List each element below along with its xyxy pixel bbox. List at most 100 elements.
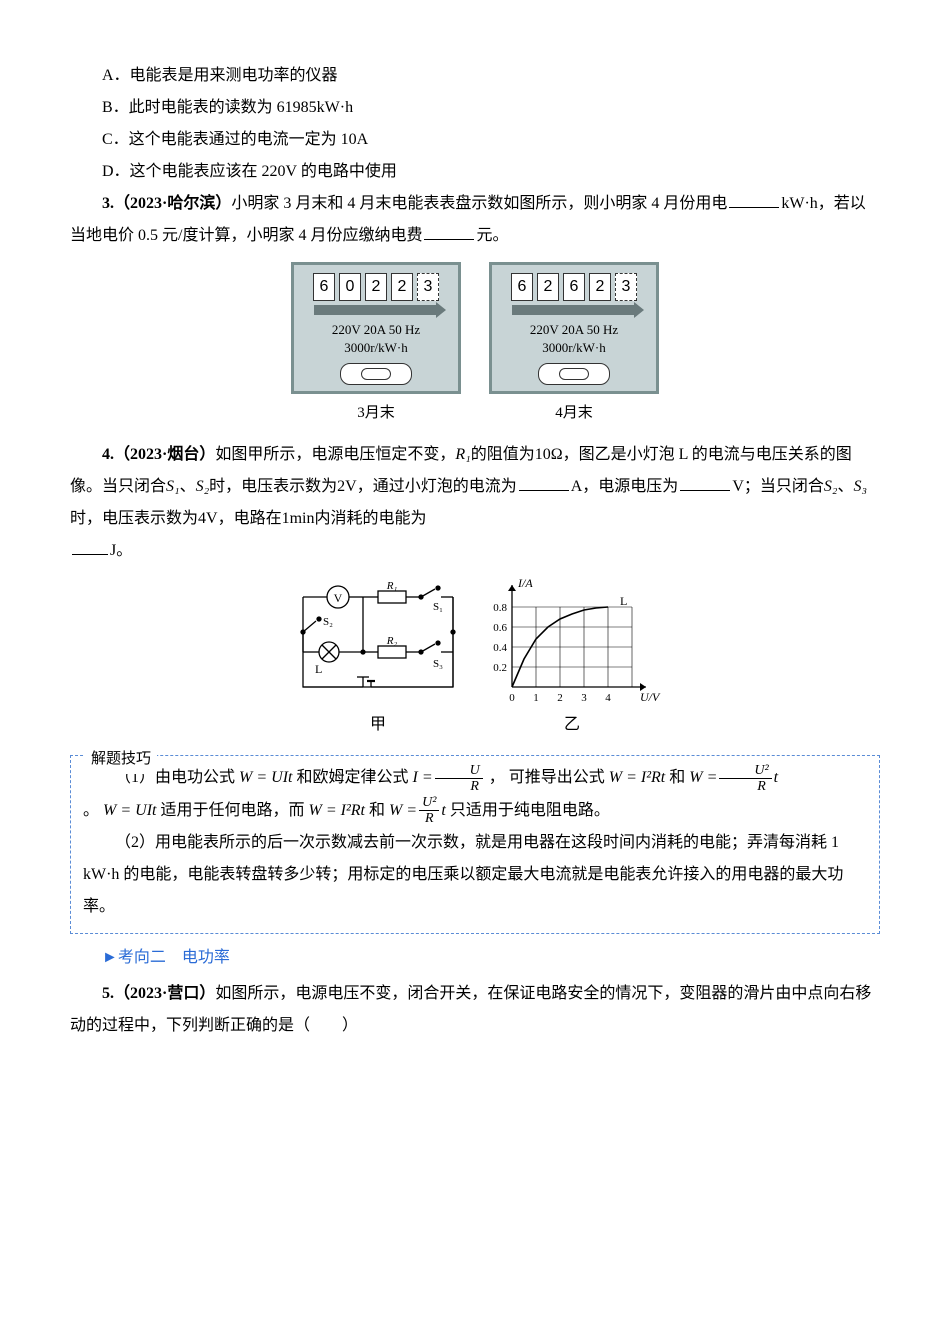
meter1-label: 3月末 (279, 398, 473, 428)
meter2-d1: 6 (511, 273, 533, 301)
svg-text:S₁: S₁ (433, 601, 443, 613)
q4-t4: A，电源电压为 (571, 478, 679, 495)
svg-text:2: 2 (557, 692, 563, 704)
meter1-arrow (314, 305, 438, 315)
tips-title: 解题技巧 (85, 744, 157, 774)
meter1-disc (340, 363, 412, 385)
svg-text:L: L (315, 662, 322, 676)
meter1-d2: 0 (339, 273, 361, 301)
meter2-d5: 3 (615, 273, 637, 301)
svg-text:S₃: S₃ (433, 658, 443, 670)
q3-text1: 小明家 3 月末和 4 月末电能表表盘示数如图所示，则小明家 4 月份用电 (231, 195, 727, 212)
svg-text:1: 1 (533, 692, 539, 704)
section-2-heading: ►考向二 电功率 (70, 942, 880, 974)
tips-p2c: 和 (369, 802, 385, 819)
q4-t1b: 的阻值为 (471, 446, 535, 463)
svg-text:U/V: U/V (640, 690, 661, 704)
tips-box: 解题技巧 （1）由电功公式 W = UIt 和欧姆定律公式 I =UR ， 可推… (70, 755, 880, 933)
f-iur-frac: UR (435, 763, 483, 795)
q4-s2: S₂ (196, 478, 210, 495)
meter-row: 6 0 2 2 3 220V 20A 50 Hz 3000r/kW·h 3月末 … (70, 262, 880, 429)
q4-v10: 10Ω (535, 446, 563, 463)
q3-unit2: 元。 (476, 227, 508, 244)
f-wirt: W = I²Rt (609, 769, 665, 786)
q4-t7: ，电路在 (218, 510, 282, 527)
q4-1min: 1min (282, 510, 315, 527)
svg-text:0.4: 0.4 (493, 642, 507, 654)
meter2-d4: 2 (589, 273, 611, 301)
q4-r1: R₁ (455, 446, 470, 463)
circuit-row: V S₂ R₁ S₁ L (70, 577, 880, 707)
q4-tag: 4.（2023·烟台） (102, 446, 215, 463)
svg-text:V: V (334, 591, 343, 605)
meter-march: 6 0 2 2 3 220V 20A 50 Hz 3000r/kW·h 3月末 (279, 262, 473, 428)
f-wuit2: W = UIt (103, 802, 156, 819)
q4-t3: ，通过小灯泡的电流为 (357, 478, 517, 495)
tips-p1b: 和欧姆定律公式 (296, 769, 412, 786)
tips-p1: （1）由电功公式 W = UIt 和欧姆定律公式 I =UR ， 可推导出公式 … (83, 762, 867, 794)
q4-t5: V；当只闭合 (732, 478, 824, 495)
section2-label: 考向二 电功率 (118, 949, 230, 966)
svg-text:R₂: R₂ (386, 635, 398, 647)
f-wuit: W = UIt (239, 769, 292, 786)
meter1-d1: 6 (313, 273, 335, 301)
meter2-d2: 2 (537, 273, 559, 301)
q3-blank2 (424, 223, 474, 240)
svg-text:0.6: 0.6 (493, 622, 507, 634)
svg-text:4: 4 (605, 692, 611, 704)
meter2-spec1: 220V 20A 50 Hz (498, 321, 650, 339)
q4-stem: 4.（2023·烟台）如图甲所示，电源电压恒定不变，R₁的阻值为10Ω，图乙是小… (70, 439, 880, 535)
q3-tag: 3.（2023·哈尔滨） (102, 195, 231, 212)
label-jia: 甲 (283, 709, 473, 741)
meter2-d3: 6 (563, 273, 585, 301)
q4-t2: 时，电压表示数为 (209, 478, 337, 495)
meter2-label: 4月末 (477, 398, 671, 428)
tips-p1d: 和 (669, 769, 689, 786)
q3-blank1 (729, 191, 779, 208)
svg-text:0: 0 (509, 692, 515, 704)
q4-4v: 4V (198, 510, 218, 527)
svg-text:0.8: 0.8 (493, 602, 507, 614)
f-wur-num: U² (719, 763, 771, 779)
meter1-d5: 3 (417, 273, 439, 301)
q4-t8: 内消耗的电能为 (314, 510, 426, 527)
iv-graph: 012340.20.40.60.8U/VI/AL (477, 577, 667, 707)
q5-stem: 5.（2023·营口）如图所示，电源电压不变，闭合开关，在保证电路安全的情况下，… (70, 978, 880, 1042)
meter1-d4: 2 (391, 273, 413, 301)
option-b: B．此时电能表的读数为 61985kW·h (70, 92, 880, 124)
tips-p2: 。 W = UIt 适用于任何电路，而 W = I²Rt 和 W =U²Rt 只… (83, 795, 867, 827)
q4-s1: S₁ (166, 478, 180, 495)
svg-text:S₂: S₂ (323, 616, 333, 628)
f-wur-num2: U² (419, 795, 439, 811)
svg-text:0.2: 0.2 (493, 662, 507, 674)
f-wirt2: W = I²Rt (308, 802, 364, 819)
q3-stem: 3.（2023·哈尔滨）小明家 3 月末和 4 月末电能表表盘示数如图所示，则小… (70, 188, 880, 252)
meter2-spec2: 3000r/kW·h (498, 339, 650, 357)
tips-p2b: 适用于任何电路，而 (160, 802, 304, 819)
tips-p2d: 只适用于纯电阻电路。 (450, 802, 610, 819)
q4-s2b: S₂ (824, 478, 838, 495)
f-wur-frac2: U²R (419, 795, 439, 827)
f-wur-frac: U²R (719, 763, 771, 795)
q4-blank1 (519, 474, 569, 491)
q4-2v: 2V (337, 478, 357, 495)
q4-t9: J。 (110, 542, 132, 559)
meter1-spec2: 3000r/kW·h (300, 339, 452, 357)
f-iur-den: R (435, 779, 483, 794)
q5-tag: 5.（2023·营口） (102, 985, 215, 1002)
svg-text:I/A: I/A (517, 577, 533, 590)
tips-p3: （2）用电能表所示的后一次示数减去前一次示数，就是用电器在这段时间内消耗的电能；… (83, 827, 867, 923)
q4-tail: J。 (70, 535, 880, 567)
f-iur-lhs: I = (412, 769, 432, 786)
meter1-spec1: 220V 20A 50 Hz (300, 321, 452, 339)
label-yi: 乙 (477, 709, 667, 741)
q4-s3: S₃ (853, 478, 867, 495)
circuit-labels: 甲 乙 (70, 709, 880, 741)
f-wur-t2: t (441, 802, 445, 819)
meter2-arrow (512, 305, 636, 315)
f-wur-lhs2: W = (389, 802, 417, 819)
q4-t1: 如图甲所示，电源电压恒定不变， (215, 446, 455, 463)
meter2-disc (538, 363, 610, 385)
f-wur-den: R (719, 779, 771, 794)
tips-p2a: 。 (83, 802, 99, 819)
